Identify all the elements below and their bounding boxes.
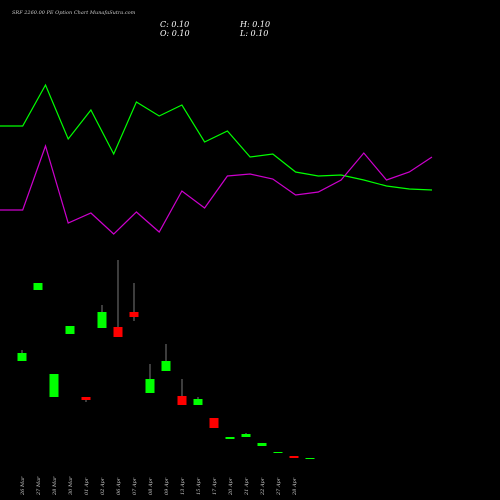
x-tick-label: 27 Apr: [276, 477, 282, 496]
candle-body: [97, 312, 107, 328]
candle-body: [273, 452, 283, 453]
candle-body: [241, 434, 251, 437]
close-label: C: 0.10: [160, 20, 189, 29]
candle-body: [33, 283, 43, 290]
x-tick-label: 28 Mar: [52, 476, 58, 496]
candle-body: [209, 418, 219, 428]
x-tick-label: 06 Apr: [116, 477, 122, 495]
x-tick-label: 28 Apr: [292, 477, 298, 496]
x-tick-label: 17 Apr: [212, 477, 218, 495]
candle-body: [81, 397, 91, 400]
candle-body: [177, 396, 187, 405]
low-label: L: 0.10: [239, 29, 268, 38]
candle-body: [65, 326, 75, 334]
line-series: [0, 144, 433, 235]
candle-body: [193, 399, 203, 405]
candle-body: [49, 374, 59, 397]
x-tick-label: 30 Mar: [68, 476, 74, 495]
high-label: H: 0.10: [239, 20, 270, 29]
x-tick-label: 26 Mar: [20, 476, 26, 496]
candle-body: [289, 456, 299, 458]
candle-body: [17, 353, 27, 361]
candle-body: [257, 443, 267, 446]
x-tick-label: 09 Apr: [164, 477, 170, 495]
candle-body: [145, 379, 155, 393]
x-tick-label: 02 Apr: [100, 477, 106, 495]
line-series: [0, 83, 433, 191]
chart-title: SRF 2260.00 PE Option Chart MunafaSutra.…: [12, 10, 136, 16]
candle-body: [161, 361, 171, 371]
x-tick-label: 15 Apr: [196, 477, 202, 495]
x-tick-label: 01 Apr: [84, 477, 90, 495]
x-tick-label: 22 Apr: [260, 477, 266, 496]
x-tick-label: 21 Apr: [244, 477, 250, 496]
candle-body: [305, 458, 315, 459]
x-tick-label: 13 Apr: [180, 477, 186, 495]
candle-body: [129, 312, 139, 317]
x-tick-label: 20 Apr: [228, 477, 234, 496]
x-tick-label: 07 Apr: [132, 477, 138, 495]
candle-body: [225, 437, 235, 439]
x-tick-label: 27 Mar: [36, 476, 42, 496]
open-label: O: 0.10: [160, 29, 190, 38]
x-tick-label: 08 Apr: [148, 477, 154, 495]
candle-body: [113, 327, 123, 337]
